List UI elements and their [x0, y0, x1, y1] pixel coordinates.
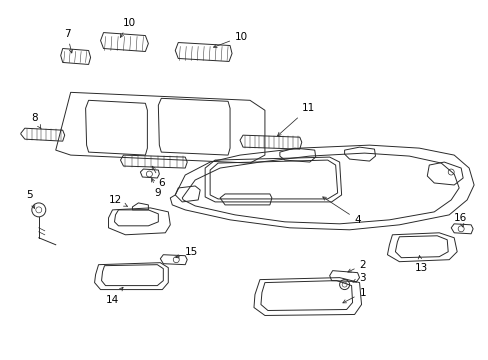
Text: 8: 8	[31, 113, 41, 129]
Text: 4: 4	[322, 197, 361, 225]
Text: 11: 11	[277, 103, 314, 136]
Text: 15: 15	[175, 247, 198, 258]
Text: 10: 10	[120, 18, 135, 37]
Text: 12: 12	[108, 195, 127, 206]
Text: 9: 9	[151, 179, 161, 198]
Text: 3: 3	[352, 273, 366, 283]
Text: 2: 2	[347, 260, 366, 272]
Text: 1: 1	[342, 288, 366, 303]
Text: 10: 10	[213, 32, 247, 48]
Text: 5: 5	[26, 190, 35, 208]
Text: 7: 7	[63, 28, 72, 53]
Text: 14: 14	[105, 287, 123, 305]
Text: 6: 6	[152, 166, 164, 188]
Text: 13: 13	[413, 256, 427, 273]
Text: 16: 16	[453, 213, 467, 227]
